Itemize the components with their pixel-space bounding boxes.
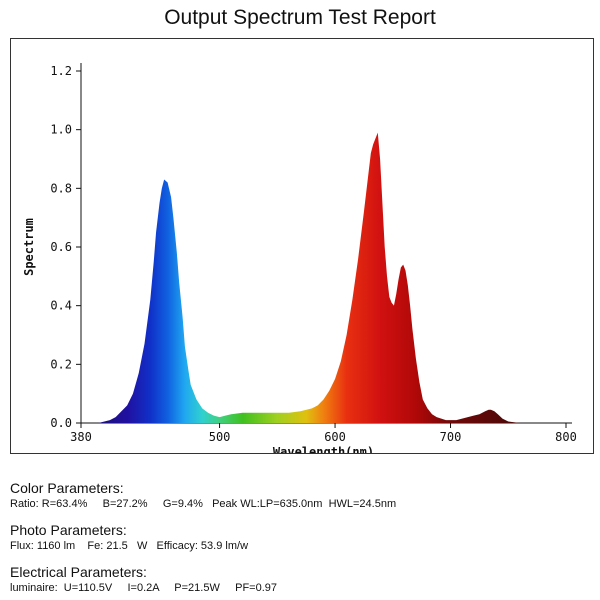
chart-frame: 0.0 0.2 0.4 0.6 0.8 1.0 1.2 380 500 600 700 800 Wav… <box>10 38 594 454</box>
y-tick-label: 0.6 <box>50 240 72 254</box>
y-axis-title: Spectrum <box>22 218 36 276</box>
spectrum-area <box>81 132 566 423</box>
x-tick-label: 600 <box>324 430 346 444</box>
electrical-parameters: Electrical Parameters: luminaire: U=110.… <box>10 564 277 596</box>
spectrum-chart: 0.0 0.2 0.4 0.6 0.8 1.0 1.2 380 500 600 700 800 Wav… <box>22 63 577 453</box>
x-axis-title: Wavelength(nm) <box>273 445 374 453</box>
x-tick-label: 800 <box>555 430 577 444</box>
photo-parameters: Photo Parameters: Flux: 1160 lm Fe: 21.5… <box>10 522 248 554</box>
electrical-parameters-heading: Electrical Parameters: <box>10 564 147 580</box>
color-parameters-heading: Color Parameters: <box>10 480 124 496</box>
x-tick-label: 380 <box>70 430 92 444</box>
y-tick-label: 1.0 <box>50 123 72 137</box>
y-tick-label: 0.2 <box>50 357 72 371</box>
tick-layer: 0.0 0.2 0.4 0.6 0.8 1.0 1.2 380 500 600 700 800 <box>50 64 577 444</box>
y-tick-label: 0.4 <box>50 299 72 313</box>
color-parameters-line: Ratio: R=63.4% B=27.2% G=9.4% Peak WL:LP… <box>10 498 397 510</box>
y-tick-label: 0.8 <box>50 181 72 195</box>
y-tick-label: 1.2 <box>50 64 72 78</box>
y-tick-label: 0.0 <box>50 416 72 430</box>
photo-parameters-heading: Photo Parameters: <box>10 522 127 538</box>
report-title: Output Spectrum Test Report <box>164 6 436 29</box>
x-tick-label: 500 <box>209 430 231 444</box>
x-tick-label: 700 <box>440 430 462 444</box>
color-parameters: Color Parameters: Ratio: R=63.4% B=27.2%… <box>10 480 396 512</box>
electrical-parameters-line: luminaire: U=110.5V I=0.2A P=21.5W PF=0.… <box>10 582 277 594</box>
photo-parameters-line: Flux: 1160 lm Fe: 21.5 W Efficacy: 53.9 … <box>10 540 249 552</box>
area-layer <box>81 132 566 423</box>
